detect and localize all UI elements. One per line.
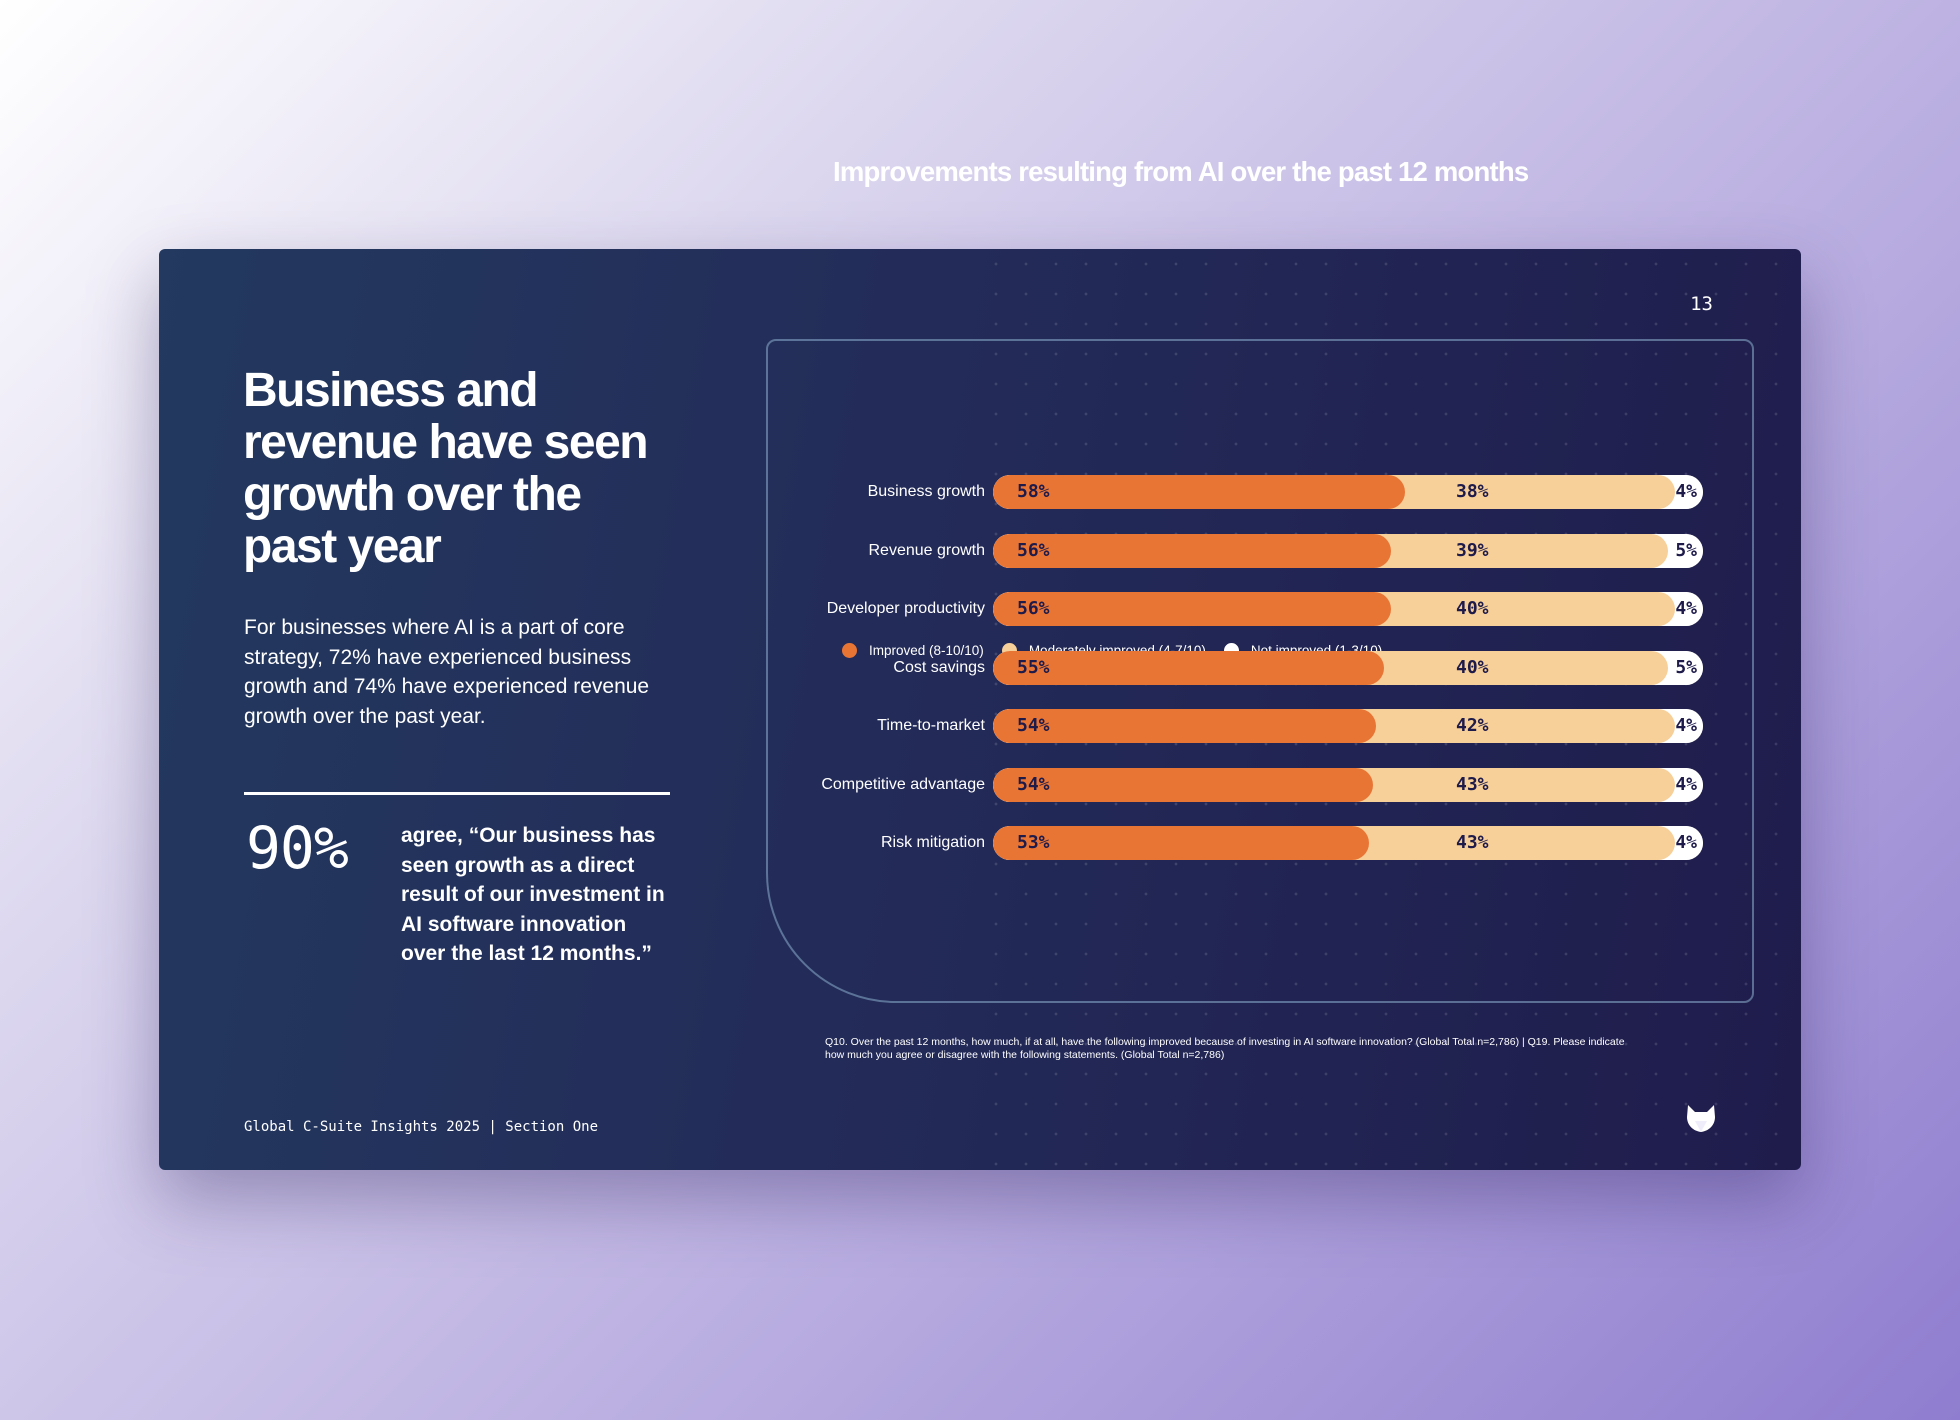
bar-row: 54% 43% 4% [993,767,1703,802]
headline: Business and revenue have seen growth ov… [243,364,649,573]
value-label-not-improved: 5% [1675,539,1697,561]
bar-segment-improved [993,592,1391,626]
value-label-moderately-improved: 38% [1456,481,1489,502]
value-label-moderately-improved: 43% [1456,832,1489,853]
bar-segment-improved [993,475,1405,509]
footer-label: Global C-Suite Insights 2025 | Section O… [244,1119,599,1135]
category-label: Risk mitigation [880,834,985,851]
bar-row: 55% 40% 5% [993,650,1703,685]
value-label-moderately-improved: 39% [1456,539,1489,561]
fox-logo-icon [1687,1105,1715,1132]
value-label-moderately-improved: 40% [1456,656,1489,678]
value-label-improved: 58% [1017,481,1050,502]
body-copy: For businesses where AI is a part of cor… [244,616,650,728]
page-number: 13 [1690,293,1713,315]
value-label-not-improved: 4% [1675,832,1697,853]
value-label-not-improved: 4% [1675,481,1697,502]
bar-segment-improved [993,533,1391,568]
value-label-improved: 54% [1017,773,1050,795]
value-label-not-improved: 5% [1675,656,1697,678]
footnote: Q10. Over the past 12 months, how much, … [825,1036,1625,1061]
category-label: Cost savings [893,658,985,676]
value-label-improved: 53% [1017,832,1050,853]
value-label-improved: 55% [1017,656,1050,678]
legend-swatch-improved [842,643,857,658]
value-label-not-improved: 4% [1675,598,1697,619]
bar-segment-improved [993,650,1384,685]
category-label: Time-to-market [877,717,985,734]
value-label-moderately-improved: 43% [1456,773,1489,795]
value-label-moderately-improved: 42% [1456,715,1489,736]
bar-segment-improved [993,826,1370,860]
category-label: Business growth [867,483,985,500]
bar-segment-improved [993,767,1373,802]
value-label-not-improved: 4% [1675,715,1697,736]
bar-row: 54% 42% 4% [993,709,1703,743]
legend-item-improved: Improved (8-10/10) [842,643,984,658]
bar-row: 56% 40% 4% [993,592,1703,626]
value-label-improved: 56% [1017,539,1050,561]
value-label-improved: 54% [1017,715,1050,736]
divider [244,792,670,795]
stat-quote: agree, “Our business has seen growth as … [401,824,665,965]
legend-label-improved: Improved (8-10/10) [869,643,984,658]
big-stat-value: 90% [246,814,349,882]
chart-panel [766,339,1754,1003]
bar-row: 56% 39% 5% [993,533,1703,568]
bar-segment-improved [993,709,1377,743]
value-label-moderately-improved: 40% [1456,598,1489,619]
chart-title: Improvements resulting from AI over the … [833,156,1529,187]
bar-row: 58% 38% 4% [993,475,1703,509]
category-label: Developer productivity [826,600,985,617]
bar-row: 53% 43% 4% [993,826,1703,860]
category-label: Revenue growth [868,541,985,559]
value-label-not-improved: 4% [1675,773,1697,795]
value-label-improved: 56% [1017,598,1050,619]
category-label: Competitive advantage [821,775,985,793]
